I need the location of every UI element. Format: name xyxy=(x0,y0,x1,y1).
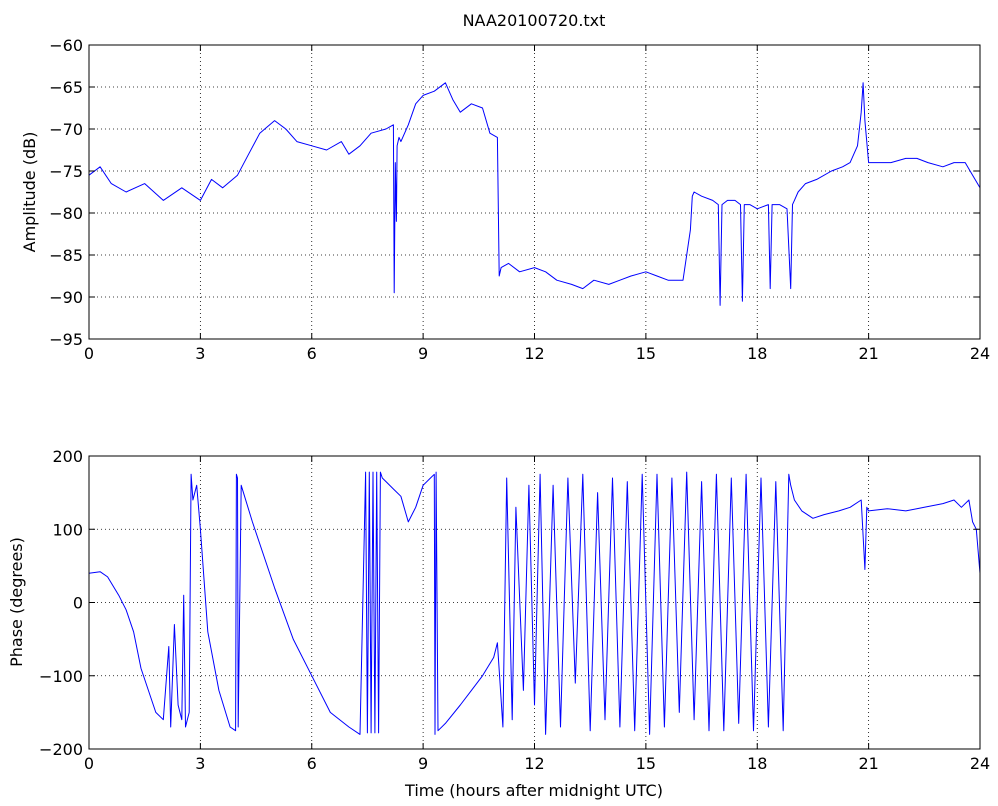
chart-title: NAA20100720.txt xyxy=(463,11,606,30)
phase-x-tick-label: 6 xyxy=(307,754,317,773)
phase-y-tick-label: 0 xyxy=(73,594,83,613)
amplitude-y-tick-label: −65 xyxy=(49,78,83,97)
amplitude-x-tick-label: 12 xyxy=(524,344,544,363)
phase-y-tick-label: 100 xyxy=(52,520,83,539)
amplitude-x-tick-label: 15 xyxy=(636,344,656,363)
amplitude-y-tick-label: −75 xyxy=(49,162,83,181)
phase-x-tick-label: 24 xyxy=(970,754,990,773)
phase-y-tick-label: −200 xyxy=(39,740,83,759)
amplitude-y-axis-label: Amplitude (dB) xyxy=(20,132,39,253)
phase-y-tick-label: −100 xyxy=(39,667,83,686)
amplitude-x-tick-label: 21 xyxy=(858,344,878,363)
amplitude-y-tick-label: −95 xyxy=(49,330,83,349)
amplitude-x-tick-label: 6 xyxy=(307,344,317,363)
x-axis-label: Time (hours after midnight UTC) xyxy=(404,781,663,800)
amplitude-x-tick-label: 9 xyxy=(418,344,428,363)
amplitude-y-tick-label: −90 xyxy=(49,288,83,307)
amplitude-series-line-0 xyxy=(88,82,981,306)
amplitude-x-tick-label: 3 xyxy=(195,344,205,363)
phase-x-tick-label: 12 xyxy=(524,754,544,773)
amplitude-y-tick-label: −80 xyxy=(49,204,83,223)
amplitude-y-tick-label: −70 xyxy=(49,120,83,139)
phase-x-tick-label: 21 xyxy=(858,754,878,773)
amplitude-y-tick-label: −85 xyxy=(49,246,83,265)
phase-y-axis-label: Phase (degrees) xyxy=(7,537,26,667)
phase-x-tick-label: 3 xyxy=(195,754,205,773)
amplitude-x-tick-label: 18 xyxy=(747,344,767,363)
phase-x-tick-label: 9 xyxy=(418,754,428,773)
phase-x-tick-label: 15 xyxy=(636,754,656,773)
phase-series-line-0 xyxy=(88,471,981,735)
amplitude-x-tick-label: 24 xyxy=(970,344,990,363)
amplitude-x-tick-label: 0 xyxy=(84,344,94,363)
phase-x-tick-label: 18 xyxy=(747,754,767,773)
phase-x-tick-label: 0 xyxy=(84,754,94,773)
amplitude-plot: 0 3 6 9 12 15 18 21 24 −95 −90 −85 −80 −75 −70 −65 −60 xyxy=(49,36,990,363)
phase-plot: 0 3 6 9 12 15 18 21 24 −200 −100 0 100 200 xyxy=(39,447,990,773)
phase-y-tick-label: 200 xyxy=(52,447,83,466)
amplitude-y-tick-label: −60 xyxy=(49,36,83,55)
